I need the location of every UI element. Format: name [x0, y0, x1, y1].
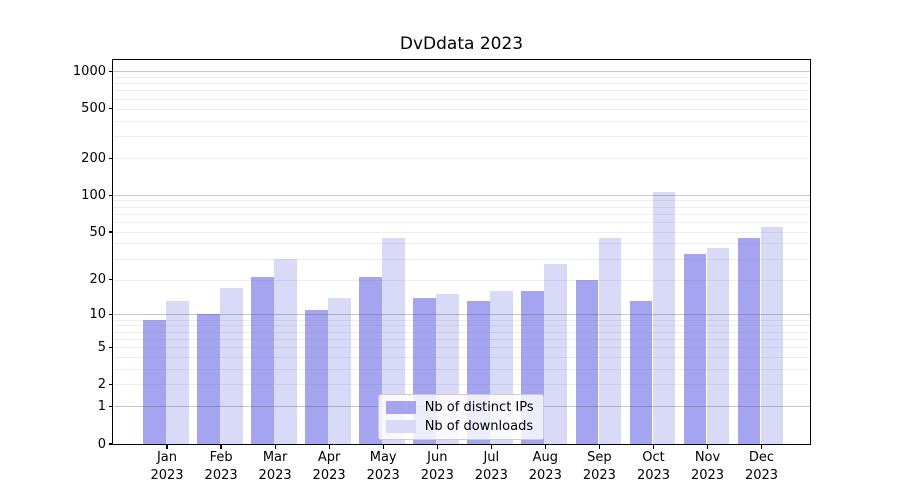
- bar-distinct-ips: [359, 277, 382, 444]
- legend-swatch-distinct-ips: [385, 400, 416, 414]
- bar-distinct-ips: [575, 279, 599, 444]
- legend-item-distinct-ips: Nb of distinct IPs: [385, 399, 534, 415]
- legend-swatch-downloads: [385, 419, 416, 433]
- plot-area: Nb of distinct IPs Nb of downloads: [111, 58, 811, 445]
- bar-downloads: [274, 258, 297, 444]
- bar-downloads: [598, 238, 622, 444]
- bar-distinct-ips: [629, 301, 653, 444]
- y-tick-mark: [108, 70, 113, 73]
- y-tick-mark: [108, 443, 113, 445]
- x-tick-mark: [274, 444, 276, 449]
- x-tick-mark: [382, 444, 384, 449]
- y-tick-label: 20: [89, 272, 106, 288]
- bar-distinct-ips: [683, 253, 707, 444]
- legend-item-downloads: Nb of downloads: [385, 418, 534, 434]
- y-tick-label: 500: [81, 101, 106, 117]
- x-tick-label: Oct 2023: [636, 450, 671, 483]
- y-tick-mark: [108, 406, 113, 408]
- x-tick-mark: [166, 444, 168, 449]
- y-tick-mark: [108, 194, 113, 196]
- y-tick-mark: [108, 231, 113, 233]
- y-tick-label: 50: [89, 224, 106, 240]
- y-tick-label: 10: [89, 307, 106, 323]
- y-tick-mark: [108, 346, 113, 349]
- x-tick-mark: [436, 444, 438, 449]
- x-tick-label: Nov 2023: [690, 450, 725, 483]
- bar-downloads: [166, 301, 189, 444]
- bar-downloads: [706, 247, 730, 444]
- chart-title: DvDdata 2023: [399, 34, 524, 54]
- bar-downloads: [328, 297, 351, 444]
- x-tick-mark: [598, 444, 601, 449]
- bar-distinct-ips: [305, 309, 328, 444]
- x-tick-mark: [760, 444, 763, 449]
- y-tick-label: 100: [81, 187, 106, 203]
- y-tick-mark: [108, 279, 113, 281]
- y-tick-label: 5: [97, 339, 106, 355]
- x-tick-label: Sep 2023: [582, 450, 616, 483]
- bar-distinct-ips: [197, 314, 220, 444]
- bar-downloads: [760, 226, 784, 444]
- bar-distinct-ips: [143, 319, 166, 444]
- y-tick-mark: [108, 108, 113, 110]
- bar-distinct-ips: [737, 238, 761, 444]
- y-tick-label: 2: [97, 377, 106, 393]
- x-tick-label: May 2023: [366, 450, 400, 483]
- x-tick-label: Jun 2023: [420, 450, 454, 483]
- x-tick-mark: [328, 444, 330, 449]
- x-tick-mark: [220, 444, 222, 449]
- y-tick-label: 1000: [72, 64, 106, 80]
- legend: Nb of distinct IPs Nb of downloads: [377, 393, 544, 440]
- y-tick-mark: [108, 384, 113, 386]
- y-tick-mark: [108, 314, 113, 316]
- x-tick-mark: [544, 444, 546, 449]
- bar-downloads: [544, 264, 567, 444]
- x-tick-mark: [490, 444, 492, 449]
- bars-layer: [113, 60, 810, 444]
- y-tick-label: 200: [81, 150, 106, 166]
- legend-label-downloads: Nb of downloads: [424, 418, 534, 434]
- bar-distinct-ips: [251, 277, 274, 444]
- x-tick-label: Dec 2023: [744, 450, 779, 483]
- x-tick-label: Apr 2023: [312, 450, 346, 483]
- y-tick-mark: [108, 157, 113, 159]
- y-tick-label: 1: [97, 399, 106, 415]
- x-tick-label: Feb 2023: [204, 450, 238, 483]
- bar-downloads: [382, 238, 405, 444]
- y-tick-label: 0: [97, 436, 106, 452]
- x-tick-label: Aug 2023: [528, 450, 562, 483]
- x-tick-label: Jul 2023: [474, 450, 508, 483]
- x-tick-mark: [652, 444, 655, 449]
- x-tick-label: Mar 2023: [258, 450, 292, 483]
- bar-downloads: [652, 192, 676, 444]
- bar-downloads: [220, 287, 243, 444]
- legend-label-distinct-ips: Nb of distinct IPs: [424, 399, 534, 415]
- x-tick-mark: [706, 444, 709, 449]
- x-tick-label: Jan 2023: [150, 450, 184, 483]
